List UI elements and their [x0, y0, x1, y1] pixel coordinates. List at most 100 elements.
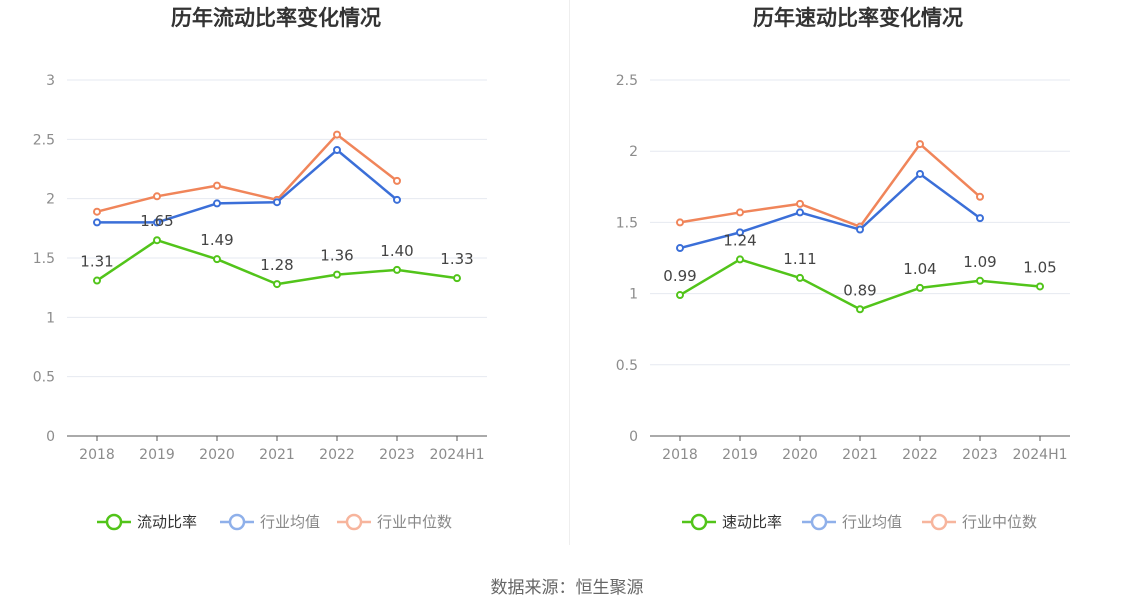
data-point [153, 236, 161, 245]
quick-ratio-chart: 历年速动比率变化情况 0 0.5 1 1.5 2 2.5 2018 2019 2020 2021 20… [616, 6, 1070, 531]
legend-label: 行业均值 [260, 513, 320, 531]
x-tick-label: 2020 [199, 447, 235, 463]
y-tick-label: 1 [46, 310, 55, 326]
y-tick-label: 1.5 [33, 251, 55, 267]
legend-label: 速动比率 [722, 513, 782, 531]
data-point [93, 207, 101, 216]
data-point [213, 255, 221, 264]
y-tick-label: 2.5 [616, 73, 638, 89]
chart-panel-quick-ratio: 历年速动比率变化情况 0 0.5 1 1.5 2 2.5 2018 2019 2020 2021 20… [575, 0, 1134, 560]
data-point [796, 208, 804, 217]
data-point [453, 274, 461, 283]
data-point [856, 225, 864, 234]
data-label: 1.28 [260, 256, 293, 274]
data-point [976, 214, 984, 223]
data-point [916, 283, 924, 292]
data-point [273, 198, 281, 207]
x-tick-label: 2018 [662, 447, 698, 463]
data-label: 1.05 [1023, 258, 1056, 276]
data-label: 0.99 [663, 267, 696, 285]
x-tick-label: 2023 [379, 447, 415, 463]
y-tick-label: 2 [629, 144, 638, 160]
data-point [736, 228, 744, 237]
data-label: 1.49 [200, 231, 233, 249]
data-source-note: 数据来源：恒生聚源 [490, 578, 644, 598]
chart-title: 历年速动比率变化情况 [753, 6, 963, 30]
data-point [93, 276, 101, 285]
data-point [736, 255, 744, 264]
legend-swatch-marker [105, 513, 123, 531]
data-label: 1.36 [320, 247, 353, 265]
data-label: 1.24 [723, 231, 756, 249]
x-tick-label: 2021 [259, 447, 295, 463]
y-tick-label: 3 [46, 73, 55, 89]
x-tick-label: 2020 [782, 447, 818, 463]
legend-label: 行业中位数 [962, 513, 1037, 531]
data-point [916, 140, 924, 149]
x-tick-label: 2024H1 [1012, 447, 1067, 463]
x-tick-label: 2019 [139, 447, 175, 463]
data-label: 1.11 [783, 250, 816, 268]
y-tick-label: 1 [629, 287, 638, 303]
y-tick-label: 0.5 [33, 370, 55, 386]
data-point [333, 130, 341, 139]
y-tick-label: 2 [46, 192, 55, 208]
x-tick-label: 2022 [319, 447, 355, 463]
chart-panel-current-ratio: 历年流动比率变化情况 0 0.5 1 1.5 2 2.5 3 2018 2019 2020 2021 2… [0, 0, 560, 560]
y-tick-label: 1.5 [616, 215, 638, 231]
legend-swatch-marker [345, 513, 363, 531]
data-label: 1.09 [963, 253, 996, 271]
current-ratio-chart: 历年流动比率变化情况 0 0.5 1 1.5 2 2.5 3 2018 2019 2020 2021 2… [33, 6, 487, 531]
data-point [393, 176, 401, 185]
data-point [153, 192, 161, 201]
data-point [153, 218, 161, 227]
legend-swatch-marker [930, 513, 948, 531]
data-label: 1.04 [903, 260, 936, 278]
data-point [273, 280, 281, 289]
x-tick-label: 2022 [902, 447, 938, 463]
x-tick-label: 2023 [962, 447, 998, 463]
series-line [97, 148, 398, 224]
data-point [333, 146, 341, 155]
y-tick-label: 0 [46, 429, 55, 445]
legend-swatch-marker [228, 513, 246, 531]
x-tick-label: 2024H1 [429, 447, 484, 463]
series-line [96, 133, 398, 213]
data-point [736, 208, 744, 217]
legend-swatch-marker [690, 513, 708, 531]
chart-title: 历年流动比率变化情况 [171, 6, 381, 30]
x-tick-label: 2018 [79, 447, 115, 463]
data-point [676, 218, 684, 227]
panel-divider [569, 0, 570, 545]
data-point [213, 199, 221, 208]
data-point [856, 305, 864, 314]
data-point [93, 218, 101, 227]
data-label: 1.40 [380, 242, 413, 260]
x-tick-label: 2021 [842, 447, 878, 463]
series-line [679, 172, 981, 250]
y-tick-label: 0 [629, 429, 638, 445]
data-point [796, 199, 804, 208]
legend-label: 流动比率 [137, 513, 197, 531]
data-label: 1.65 [140, 212, 173, 230]
y-tick-label: 2.5 [33, 132, 55, 148]
data-point [333, 270, 341, 279]
data-point [916, 169, 924, 178]
data-label: 1.33 [440, 250, 473, 268]
y-tick-label: 0.5 [616, 358, 638, 374]
data-point [393, 265, 401, 274]
data-point [676, 244, 684, 253]
data-point [393, 195, 401, 204]
data-point [676, 291, 684, 300]
data-label: 0.89 [843, 281, 876, 299]
legend-label: 行业均值 [842, 513, 902, 531]
data-point [976, 276, 984, 285]
data-point [796, 273, 804, 282]
x-tick-label: 2019 [722, 447, 758, 463]
series-line [679, 142, 981, 228]
legend-label: 行业中位数 [377, 513, 452, 531]
data-point [213, 181, 221, 190]
data-label: 1.31 [80, 253, 113, 271]
data-point [1036, 282, 1044, 291]
data-point [976, 192, 984, 201]
